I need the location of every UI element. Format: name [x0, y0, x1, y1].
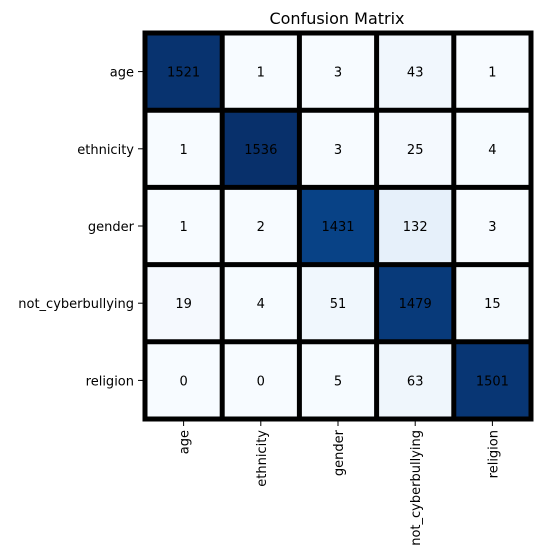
heatmap-cell [453, 264, 531, 342]
x-tick-label: ethnicity [255, 430, 270, 487]
cell-value-label: 3 [334, 143, 342, 158]
cell-value-label: 4 [257, 297, 265, 312]
cell-value-label: 1 [257, 66, 265, 81]
cell-value-label: 1479 [399, 297, 432, 312]
cell-value-label: 51 [330, 297, 347, 312]
heatmap-cell [222, 33, 300, 111]
heatmap-cell [453, 110, 531, 188]
cell-value-label: 43 [407, 66, 424, 81]
chart-title: Confusion Matrix [269, 9, 404, 28]
cell-value-label: 25 [407, 143, 424, 158]
y-tick-label: gender [88, 220, 135, 235]
heatmap-cell [453, 33, 531, 111]
heatmap-cell [145, 341, 223, 419]
heatmap-cell [376, 187, 454, 265]
y-tick-label: age [110, 66, 134, 81]
heatmap-cell [299, 33, 377, 111]
heatmap-cell [299, 341, 377, 419]
cell-value-label: 1521 [167, 66, 200, 81]
cell-value-label: 5 [334, 374, 342, 389]
heatmap-cell [222, 110, 300, 188]
x-tick-label: religion [486, 430, 501, 478]
cell-value-label: 15 [484, 297, 501, 312]
x-axis-ticks: age ethnicity gender not_cyberbullying relig… [178, 421, 501, 546]
cell-value-label: 63 [407, 374, 424, 389]
heatmap-cell [145, 110, 223, 188]
y-axis-ticks: age ethnicity gender not_cyberbullyingrelig… [18, 66, 143, 389]
heatmap-cell [453, 187, 531, 265]
heatmap-cell [376, 33, 454, 111]
cell-value-label: 1 [179, 143, 187, 158]
heatmap-cell [222, 187, 300, 265]
cell-value-label: 3 [334, 66, 342, 81]
heatmap-cell [222, 341, 300, 419]
heatmap-cell [145, 187, 223, 265]
cell-value-label: 3 [488, 220, 496, 235]
heatmap-cell [222, 264, 300, 342]
cell-value-label: 1431 [321, 220, 354, 235]
cell-value-label: 2 [257, 220, 265, 235]
cell-borders [142, 30, 534, 422]
y-tick-label: religion [86, 374, 134, 389]
cell-value-label: 4 [488, 143, 496, 158]
heatmap-cell [145, 33, 223, 111]
cell-value-label: 0 [257, 374, 265, 389]
y-tick-label: ethnicity [77, 143, 134, 158]
x-tick-label: not_cyberbullying [409, 430, 424, 546]
heatmap-cells: 1521 1 3 43 11 1536 3 25 41 2 1431 132 319 4 51 1479 150… [145, 33, 531, 419]
y-tick-label: not_cyberbullying [18, 297, 134, 312]
cell-value-label: 19 [175, 297, 192, 312]
heatmap-cell [299, 264, 377, 342]
heatmap-cell [453, 341, 531, 419]
x-tick-label: age [178, 430, 193, 454]
heatmap-cell [376, 341, 454, 419]
heatmap-cell [299, 187, 377, 265]
heatmap-cell [145, 264, 223, 342]
heatmap-cell [376, 110, 454, 188]
cell-value-label: 1536 [244, 143, 277, 158]
heatmap-cell [376, 264, 454, 342]
cell-value-label: 0 [179, 374, 187, 389]
cell-value-label: 132 [403, 220, 428, 235]
cell-value-label: 1 [179, 220, 187, 235]
heatmap-cell [299, 110, 377, 188]
x-tick-label: gender [332, 429, 347, 476]
cell-value-label: 1 [488, 66, 496, 81]
cell-value-label: 1501 [476, 374, 509, 389]
